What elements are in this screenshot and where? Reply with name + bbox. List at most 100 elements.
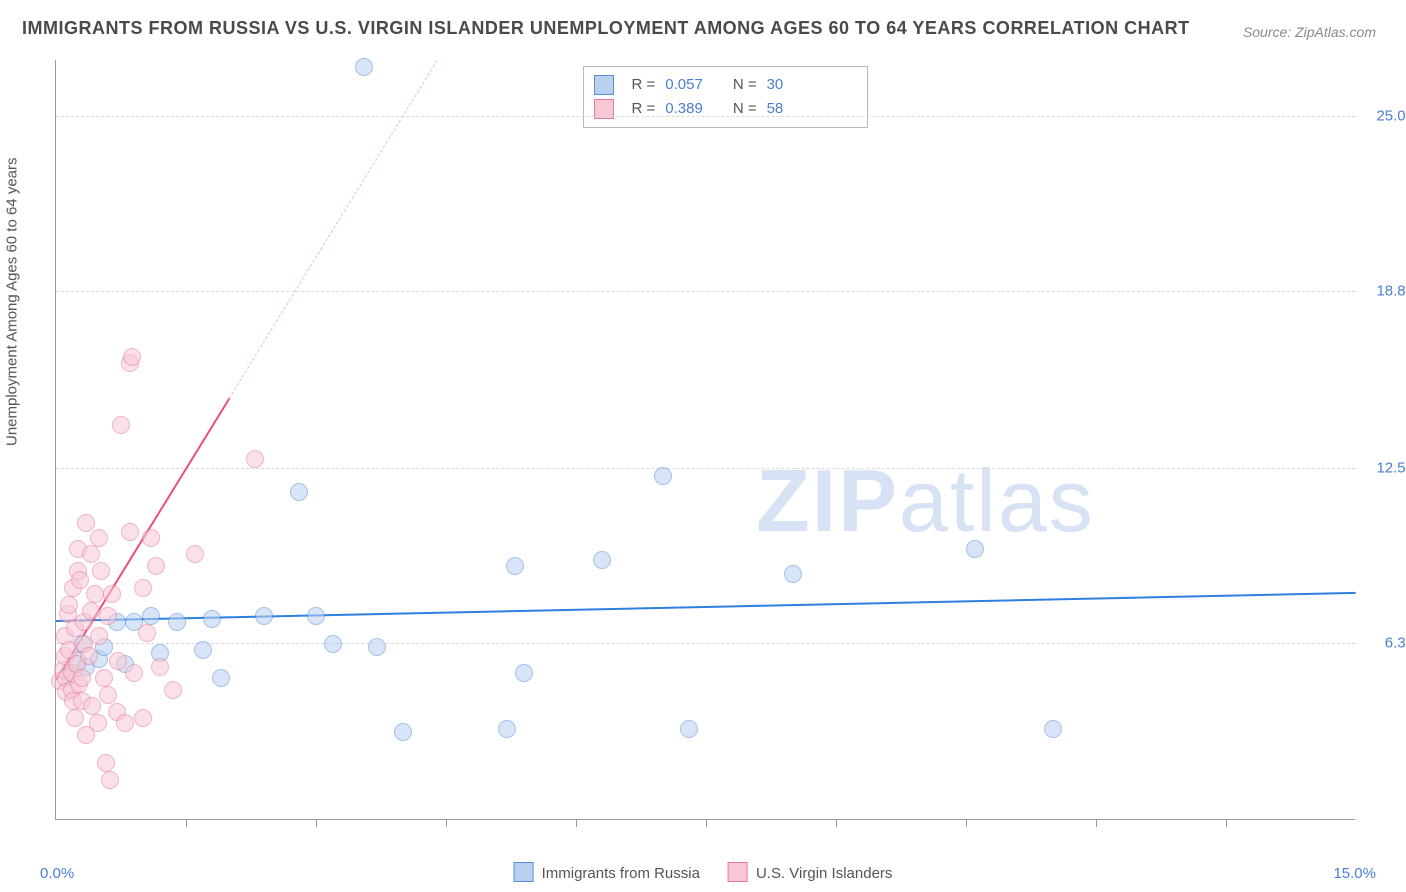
data-point: [194, 641, 212, 659]
watermark-light: atlas: [899, 451, 1095, 550]
legend-r-label: R =: [632, 73, 656, 97]
data-point: [142, 607, 160, 625]
data-point: [121, 523, 139, 541]
data-point: [66, 709, 84, 727]
legend-row: R = 0.057 N = 30: [594, 73, 849, 97]
data-point: [60, 596, 78, 614]
data-point: [654, 467, 672, 485]
x-axis-max-label: 15.0%: [1333, 865, 1376, 882]
bottom-legend-item: Immigrants from Russia: [514, 862, 700, 882]
source-attribution: Source: ZipAtlas.com: [1243, 24, 1376, 40]
data-point: [83, 697, 101, 715]
x-axis-min-label: 0.0%: [40, 865, 74, 882]
y-tick-label: 25.0%: [1376, 108, 1406, 125]
data-point: [212, 669, 230, 687]
x-tick: [446, 819, 447, 827]
x-tick: [836, 819, 837, 827]
data-point: [86, 585, 104, 603]
data-point: [134, 579, 152, 597]
data-point: [101, 771, 119, 789]
x-tick: [1226, 819, 1227, 827]
legend-swatch: [728, 862, 748, 882]
data-point: [186, 545, 204, 563]
gridline: [56, 468, 1355, 469]
trend-line: [229, 60, 438, 398]
data-point: [506, 557, 524, 575]
data-point: [109, 652, 127, 670]
correlation-legend-box: R = 0.057 N = 30 R = 0.389 N = 58: [583, 66, 868, 128]
data-point: [784, 565, 802, 583]
data-point: [103, 585, 121, 603]
data-point: [90, 529, 108, 547]
data-point: [80, 647, 98, 665]
data-point: [89, 714, 107, 732]
bottom-legend-item: U.S. Virgin Islanders: [728, 862, 892, 882]
data-point: [164, 681, 182, 699]
data-point: [92, 562, 110, 580]
trend-line: [56, 592, 1356, 622]
data-point: [90, 627, 108, 645]
y-axis-title: Unemployment Among Ages 60 to 64 years: [4, 157, 21, 446]
data-point: [112, 416, 130, 434]
gridline: [56, 643, 1355, 644]
x-tick: [186, 819, 187, 827]
gridline: [56, 291, 1355, 292]
data-point: [73, 669, 91, 687]
bottom-legend-label: U.S. Virgin Islanders: [756, 865, 892, 882]
watermark-text: ZIPatlas: [756, 450, 1095, 552]
x-tick: [1096, 819, 1097, 827]
scatter-plot-area: ZIPatlas R =0.057N =30R =0.389N =58 6.3%…: [55, 60, 1355, 820]
data-point: [355, 58, 373, 76]
legend-r-value: 0.057: [665, 73, 703, 97]
x-tick: [576, 819, 577, 827]
legend-swatch: [594, 75, 614, 95]
data-point: [99, 686, 117, 704]
data-point: [324, 635, 342, 653]
chart-title: IMMIGRANTS FROM RUSSIA VS U.S. VIRGIN IS…: [22, 18, 1190, 39]
legend-swatch: [514, 862, 534, 882]
data-point: [966, 540, 984, 558]
x-tick: [966, 819, 967, 827]
legend-n-value: 58: [767, 97, 784, 121]
data-point: [151, 658, 169, 676]
gridline: [56, 116, 1355, 117]
y-tick-label: 12.5%: [1376, 460, 1406, 477]
x-tick: [706, 819, 707, 827]
data-point: [394, 723, 412, 741]
data-point: [246, 450, 264, 468]
data-point: [498, 720, 516, 738]
data-point: [123, 348, 141, 366]
data-point: [82, 602, 100, 620]
data-point: [203, 610, 221, 628]
data-point: [134, 709, 152, 727]
legend-n-value: 30: [767, 73, 784, 97]
y-tick-label: 18.8%: [1376, 282, 1406, 299]
data-point: [255, 607, 273, 625]
watermark-bold: ZIP: [756, 451, 899, 550]
data-point: [71, 571, 89, 589]
data-point: [116, 714, 134, 732]
data-point: [307, 607, 325, 625]
data-point: [125, 664, 143, 682]
legend-n-label: N =: [733, 73, 757, 97]
data-point: [593, 551, 611, 569]
data-point: [138, 624, 156, 642]
data-point: [515, 664, 533, 682]
data-point: [147, 557, 165, 575]
x-tick: [316, 819, 317, 827]
series-legend: Immigrants from Russia U.S. Virgin Island…: [514, 862, 893, 882]
data-point: [680, 720, 698, 738]
data-point: [290, 483, 308, 501]
legend-r-label: R =: [632, 97, 656, 121]
y-tick-label: 6.3%: [1385, 634, 1406, 651]
data-point: [97, 754, 115, 772]
data-point: [1044, 720, 1062, 738]
data-point: [368, 638, 386, 656]
legend-n-label: N =: [733, 97, 757, 121]
data-point: [82, 545, 100, 563]
legend-r-value: 0.389: [665, 97, 703, 121]
data-point: [142, 529, 160, 547]
data-point: [99, 607, 117, 625]
data-point: [168, 613, 186, 631]
legend-row: R = 0.389 N = 58: [594, 97, 849, 121]
